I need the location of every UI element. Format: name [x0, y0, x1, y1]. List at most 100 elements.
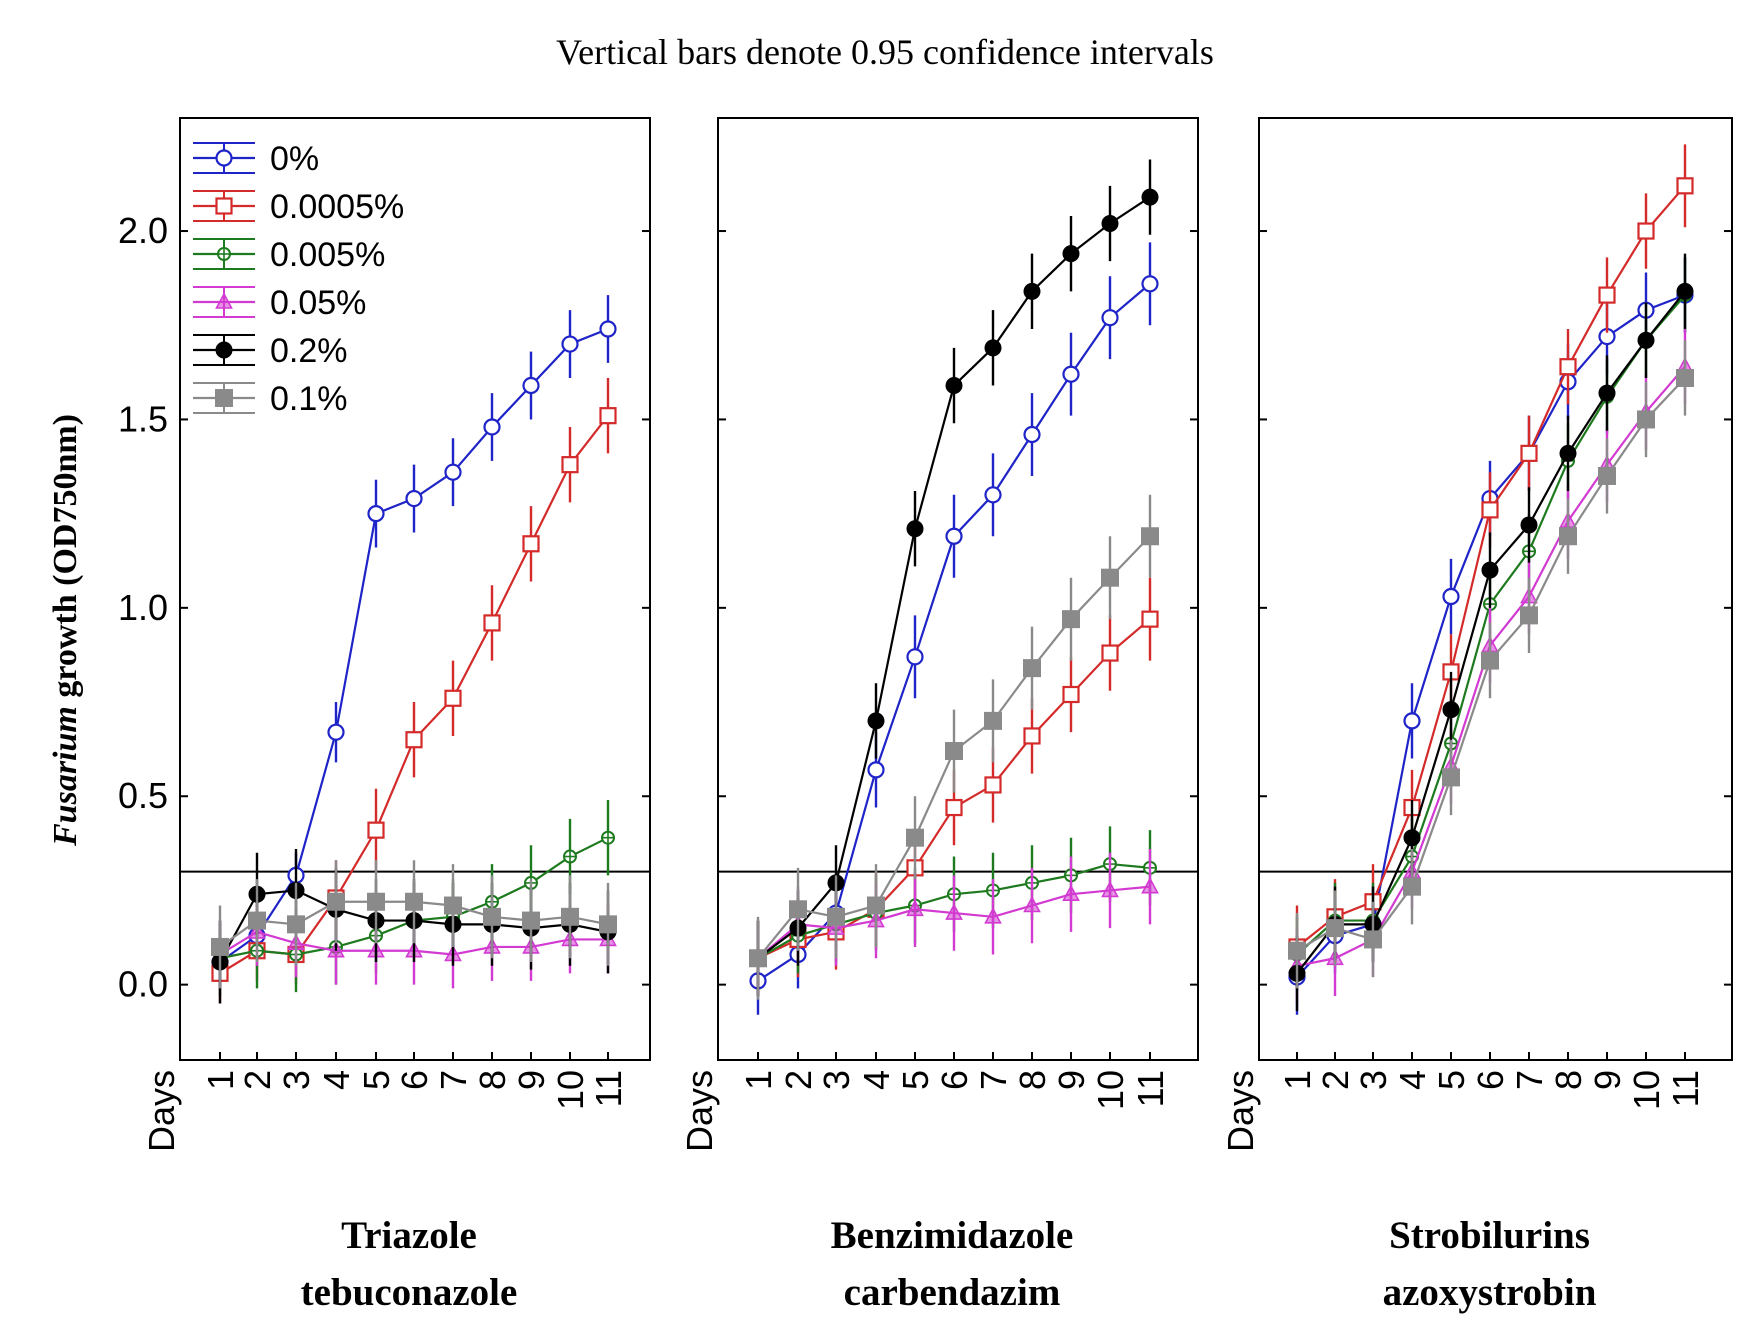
- data-point: [211, 937, 229, 956]
- series-0.1pct: [1288, 340, 1694, 989]
- data-point: [1637, 331, 1655, 349]
- data-point: [1559, 444, 1577, 462]
- x-tick-label: 8: [472, 1070, 513, 1090]
- data-point: [1141, 527, 1159, 546]
- data-point: [1141, 275, 1159, 293]
- x-axis-label: Days: [141, 1070, 182, 1152]
- data-point: [1442, 587, 1460, 606]
- legend-marker: [215, 389, 233, 407]
- data-point: [867, 761, 885, 779]
- x-tick-label: 4: [1392, 1070, 1433, 1090]
- y-axis-label-units: growth (OD750nm): [47, 414, 84, 706]
- legend-label: 0.1%: [270, 380, 348, 418]
- data-point: [522, 911, 540, 930]
- data-point: [1481, 561, 1499, 579]
- series-0.1pct: [211, 860, 617, 989]
- data-point: [327, 723, 345, 741]
- x-tick-label: 1: [1277, 1070, 1318, 1090]
- data-point: [248, 911, 266, 930]
- data-point: [1101, 309, 1119, 327]
- data-point: [945, 527, 963, 545]
- x-tick-label: 4: [856, 1070, 897, 1090]
- data-point: [1442, 701, 1460, 719]
- x-tick-label: 11: [588, 1070, 629, 1107]
- data-point: [561, 456, 579, 474]
- x-tick-label: 6: [1470, 1070, 1511, 1090]
- legend-label: 0.005%: [270, 236, 385, 274]
- data-point: [599, 320, 617, 338]
- x-tick-label: 5: [1431, 1070, 1472, 1090]
- data-point: [367, 892, 385, 911]
- data-point: [827, 907, 845, 926]
- data-point: [1481, 501, 1499, 519]
- x-tick-label: 4: [316, 1070, 357, 1090]
- data-point: [405, 731, 423, 749]
- data-point: [984, 711, 1002, 730]
- x-tick-label: 10: [1090, 1070, 1131, 1110]
- data-point: [287, 915, 305, 934]
- data-point: [1101, 568, 1119, 587]
- data-point: [1598, 286, 1616, 304]
- data-point: [1023, 425, 1041, 444]
- data-point: [444, 896, 462, 915]
- data-point: [1676, 177, 1694, 195]
- legend-item: 0.0005%: [193, 188, 404, 226]
- data-point: [867, 712, 885, 730]
- data-point: [1062, 884, 1080, 902]
- legend-marker: [217, 247, 231, 261]
- y-tick-label: 0.0: [118, 964, 168, 1005]
- data-point: [561, 335, 579, 353]
- x-tick-label: 9: [511, 1070, 552, 1090]
- data-point: [1101, 215, 1119, 233]
- data-point: [1481, 651, 1499, 670]
- x-tick-label: 10: [1626, 1070, 1667, 1110]
- y-tick-label: 0.5: [118, 775, 168, 816]
- data-point: [1288, 941, 1306, 960]
- data-point: [984, 339, 1002, 357]
- data-point: [405, 892, 423, 911]
- data-point: [906, 648, 924, 666]
- x-tick-label: 6: [394, 1070, 435, 1090]
- legend-item: 0.005%: [193, 236, 385, 274]
- legend-marker: [215, 341, 233, 359]
- data-point: [906, 828, 924, 847]
- figure-subtitle: Vertical bars denote 0.95 confidence int…: [556, 32, 1214, 72]
- data-point: [906, 520, 924, 538]
- x-tick-label: 8: [1548, 1070, 1589, 1090]
- data-point: [1062, 245, 1080, 263]
- data-point: [1676, 282, 1694, 300]
- data-point: [563, 849, 577, 864]
- data-point: [867, 896, 885, 915]
- data-point: [1062, 610, 1080, 629]
- data-point: [483, 418, 501, 436]
- data-point: [1023, 659, 1041, 678]
- data-point: [1598, 384, 1616, 402]
- data-point: [945, 798, 963, 817]
- y-tick-label: 1.5: [118, 398, 168, 439]
- data-point: [1141, 188, 1159, 206]
- series-0.05pct: [749, 848, 1159, 996]
- data-point: [522, 376, 540, 395]
- data-point: [906, 899, 924, 917]
- data-point: [522, 535, 540, 553]
- series-0.1pct: [749, 494, 1159, 1000]
- panel-title-line1: Strobilurins: [1389, 1214, 1590, 1257]
- data-point: [599, 915, 617, 934]
- legend-item: 0%: [193, 140, 319, 178]
- x-axis-label: Days: [679, 1070, 720, 1152]
- x-tick-label: 3: [276, 1070, 317, 1090]
- panel-title-line1: Benzimidazole: [831, 1214, 1074, 1257]
- legend-label: 0.0005%: [270, 188, 404, 226]
- data-point: [1141, 876, 1159, 894]
- y-tick-label: 2.0: [118, 210, 168, 251]
- data-point: [561, 907, 579, 926]
- data-point: [405, 489, 423, 508]
- y-axis-label-italic: Fusarium: [47, 706, 84, 847]
- x-tick-label: 11: [1665, 1070, 1706, 1107]
- data-point: [1520, 516, 1538, 534]
- data-point: [1101, 644, 1119, 662]
